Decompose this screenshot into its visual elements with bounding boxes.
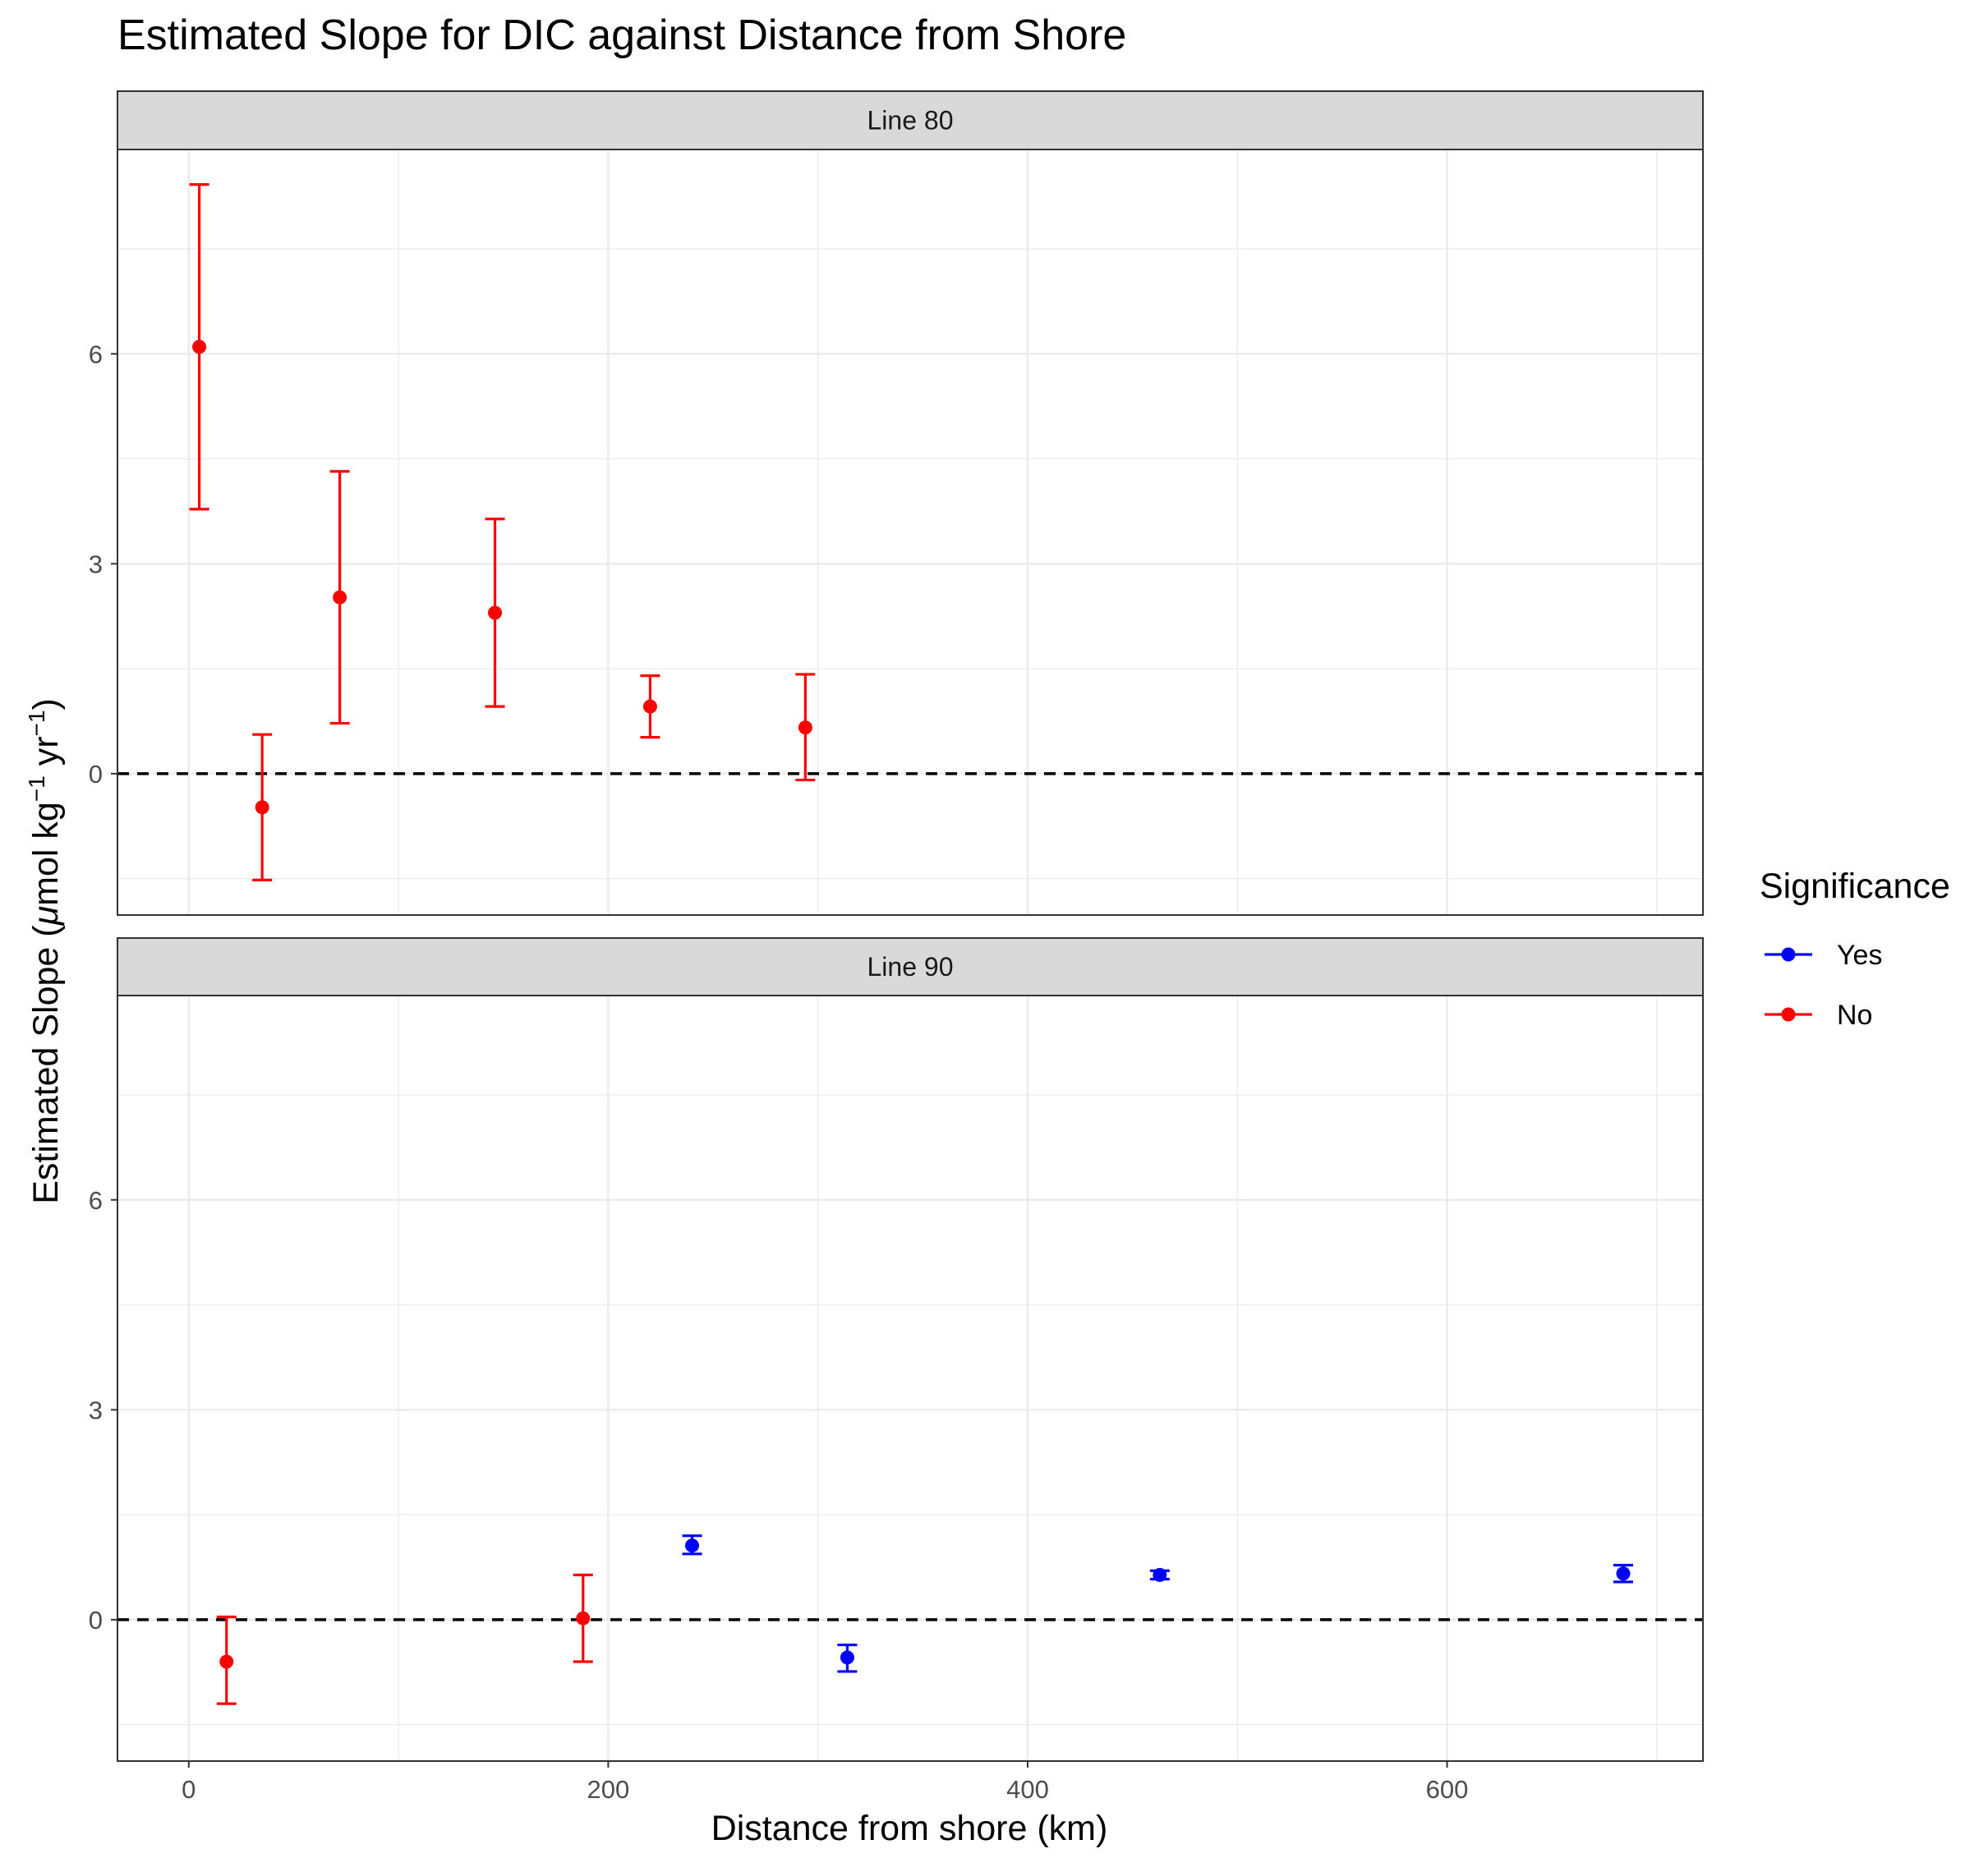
y-axis-label-yr: yr xyxy=(26,736,66,775)
y-axis: 0 3 6 xyxy=(89,340,117,789)
legend-entry-no: No xyxy=(1765,1000,1872,1031)
data-point-group xyxy=(189,182,209,511)
panels: Line 80 0 3 6 Line 90 0 3 6 xyxy=(89,90,1704,1762)
data-point xyxy=(219,1654,234,1669)
legend-label: Yes xyxy=(1837,940,1882,971)
y-axis-label-prefix: Estimated Slope ( xyxy=(26,925,66,1204)
panel-border xyxy=(117,149,1704,916)
data-point-group xyxy=(573,1573,593,1663)
y-tick-label: 6 xyxy=(89,340,103,369)
data-point xyxy=(1153,1567,1167,1582)
data-point-group xyxy=(1613,1563,1633,1584)
data-point xyxy=(684,1538,699,1553)
data-point xyxy=(255,800,269,815)
panel-strip-label: Line 80 xyxy=(867,106,954,136)
data-point xyxy=(642,699,657,714)
panel-2: Line 90 0 3 6 xyxy=(89,937,1704,1762)
data-point xyxy=(1616,1566,1631,1581)
data-point-group xyxy=(1149,1567,1170,1582)
x-tick-label: 400 xyxy=(1006,1775,1049,1804)
legend-label: No xyxy=(1837,1000,1872,1031)
y-axis-label-suffix: ) xyxy=(26,698,66,710)
y-axis-label-exp1: −1 xyxy=(24,775,49,802)
data-point-group xyxy=(216,1615,237,1705)
chart-title: Estimated Slope for DIC against Distance… xyxy=(117,11,1126,59)
y-axis-label: Estimated Slope (μmol kg−1 yr−1) xyxy=(24,698,66,1204)
data-point-group xyxy=(252,733,273,882)
data-point-group xyxy=(682,1534,702,1556)
x-tick-label: 200 xyxy=(587,1775,630,1804)
data-point xyxy=(333,590,347,605)
legend-title: Significance xyxy=(1760,867,1950,906)
y-axis-label-mu: μ xyxy=(26,906,66,927)
data-point-group xyxy=(795,673,816,782)
panel-strip xyxy=(117,90,1704,150)
y-tick-label: 3 xyxy=(89,1396,103,1424)
y-tick-label: 3 xyxy=(89,550,103,578)
y-axis-label-exp2: −1 xyxy=(24,711,49,737)
x-tick-label: 0 xyxy=(182,1775,196,1804)
y-tick-label: 0 xyxy=(89,1606,103,1635)
data-point-group xyxy=(640,674,660,739)
legend-key-point xyxy=(1781,1007,1796,1022)
legend-key-point xyxy=(1781,947,1796,962)
data-point-group xyxy=(485,517,505,708)
y-axis: 0 3 6 xyxy=(89,1186,117,1635)
x-axis: 0 200 400 600 xyxy=(182,1761,1468,1804)
x-tick-label: 600 xyxy=(1426,1775,1469,1804)
panel-1: Line 80 0 3 6 xyxy=(89,90,1704,916)
gridlines xyxy=(117,996,1703,1761)
legend: Significance Yes No xyxy=(1760,867,1950,1031)
data-point xyxy=(576,1611,591,1626)
y-tick-label: 6 xyxy=(89,1186,103,1215)
data-point xyxy=(840,1650,854,1665)
x-axis-label: Distance from shore (km) xyxy=(711,1809,1108,1848)
y-axis-label-mol: mol kg xyxy=(26,802,66,906)
panel-border xyxy=(117,995,1704,1762)
data-point-group xyxy=(329,470,350,725)
legend-entries: Yes No xyxy=(1765,940,1882,1031)
panel-strip-label: Line 90 xyxy=(867,952,954,982)
panel-strip xyxy=(117,937,1704,996)
data-point-group xyxy=(837,1643,858,1673)
data-point xyxy=(488,605,503,620)
legend-entry-yes: Yes xyxy=(1765,940,1882,971)
data-point xyxy=(798,720,812,735)
gridlines xyxy=(117,149,1703,915)
y-tick-label: 0 xyxy=(89,760,103,789)
data-point xyxy=(192,339,207,354)
